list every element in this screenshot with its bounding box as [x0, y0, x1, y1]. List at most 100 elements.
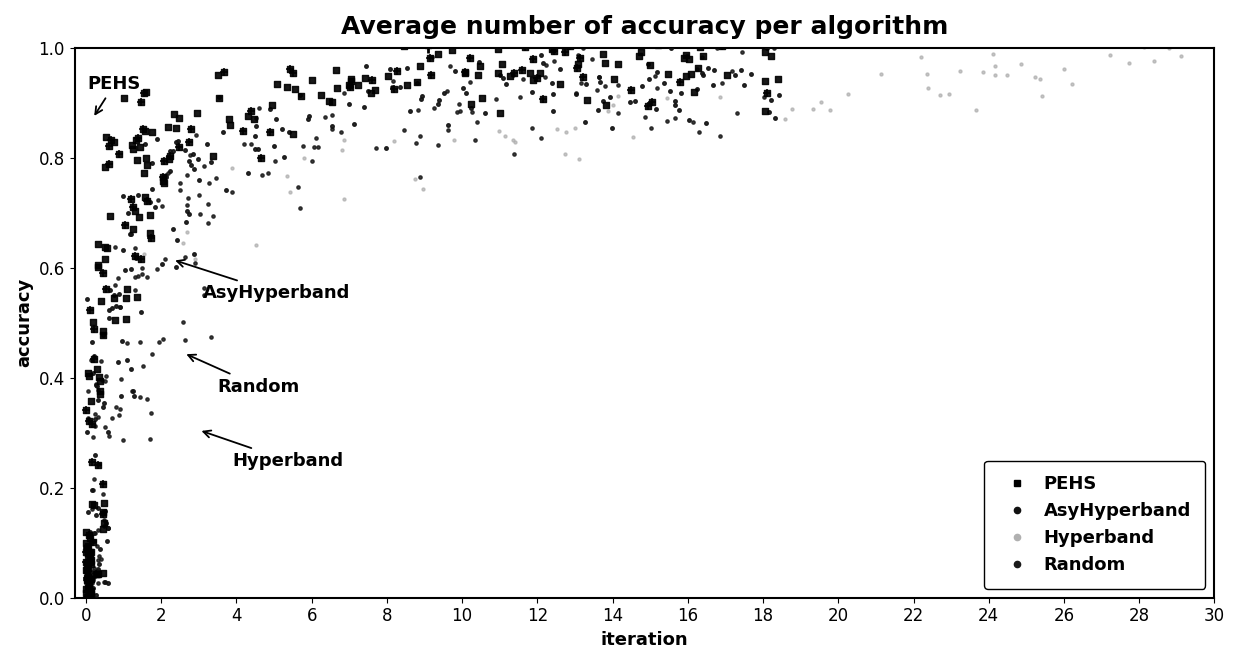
Hyperband	[918, 69, 937, 80]
PEHS	[707, 32, 727, 42]
PEHS	[676, 71, 696, 82]
AsyHyperband	[181, 159, 201, 170]
PEHS	[141, 233, 161, 244]
PEHS	[115, 220, 135, 231]
Point	[739, 32, 759, 42]
Point	[83, 457, 103, 467]
Random	[190, 208, 210, 219]
AsyHyperband	[259, 104, 279, 115]
Random	[129, 271, 149, 282]
PEHS	[461, 98, 481, 109]
Hyperband	[246, 239, 265, 250]
PEHS	[79, 554, 99, 564]
Point	[79, 586, 99, 596]
Random	[308, 141, 327, 152]
PEHS	[84, 323, 104, 334]
Point	[122, 194, 141, 205]
AsyHyperband	[475, 108, 495, 118]
Random	[198, 218, 218, 228]
PEHS	[420, 70, 440, 80]
PEHS	[128, 155, 148, 165]
Random	[81, 556, 100, 567]
AsyHyperband	[166, 262, 186, 272]
Random	[186, 129, 206, 140]
Random	[727, 108, 746, 118]
PEHS	[341, 75, 361, 86]
PEHS	[122, 194, 141, 205]
AsyHyperband	[78, 566, 98, 577]
Point	[78, 572, 98, 582]
PEHS	[283, 129, 303, 139]
AsyHyperband	[247, 120, 267, 131]
AsyHyperband	[93, 329, 113, 340]
PEHS	[765, 38, 785, 48]
AsyHyperband	[453, 83, 472, 94]
Random	[81, 582, 100, 592]
Hyperband	[1061, 79, 1081, 90]
PEHS	[527, 72, 547, 83]
Point	[233, 126, 253, 137]
Point	[460, 53, 480, 64]
Point	[533, 93, 553, 104]
Hyperband	[1011, 58, 1030, 69]
Hyperband	[1172, 51, 1192, 62]
PEHS	[134, 167, 154, 178]
PEHS	[79, 578, 99, 589]
Point	[641, 96, 661, 107]
Hyperband	[986, 60, 1006, 71]
PEHS	[76, 537, 95, 548]
Point	[141, 233, 161, 244]
Random	[242, 139, 262, 149]
PEHS	[88, 262, 108, 272]
PEHS	[609, 58, 629, 69]
PEHS	[93, 507, 113, 517]
AsyHyperband	[600, 92, 620, 102]
AsyHyperband	[77, 570, 97, 581]
AsyHyperband	[217, 185, 237, 196]
Random	[133, 360, 153, 371]
Point	[83, 537, 103, 547]
Point	[115, 220, 135, 231]
PEHS	[76, 405, 95, 416]
AsyHyperband	[543, 89, 563, 100]
PEHS	[301, 74, 321, 85]
AsyHyperband	[153, 259, 172, 270]
Random	[82, 503, 102, 514]
Point	[527, 72, 547, 83]
Point	[77, 557, 97, 568]
Random	[81, 586, 100, 597]
Random	[140, 408, 160, 418]
Random	[88, 525, 108, 535]
AsyHyperband	[279, 127, 299, 137]
AsyHyperband	[322, 120, 342, 131]
Point	[516, 41, 536, 52]
Random	[118, 337, 138, 348]
AsyHyperband	[79, 567, 99, 578]
Hyperband	[177, 226, 197, 237]
Random	[107, 402, 126, 412]
Text: PEHS: PEHS	[88, 75, 141, 114]
Random	[712, 77, 732, 88]
Point	[215, 67, 234, 78]
PEHS	[88, 568, 108, 579]
Random	[82, 558, 102, 568]
AsyHyperband	[120, 364, 140, 374]
Random	[460, 76, 480, 87]
Point	[250, 153, 270, 163]
Random	[77, 578, 97, 588]
PEHS	[683, 32, 703, 42]
PEHS	[104, 293, 124, 304]
Random	[89, 459, 109, 469]
PEHS	[88, 239, 108, 250]
Random	[76, 567, 95, 578]
AsyHyperband	[88, 564, 108, 574]
Random	[293, 141, 312, 151]
AsyHyperband	[356, 60, 376, 71]
AsyHyperband	[668, 105, 688, 116]
Random	[150, 337, 170, 347]
PEHS	[79, 554, 99, 564]
AsyHyperband	[175, 145, 195, 155]
PEHS	[93, 330, 113, 341]
AsyHyperband	[78, 577, 98, 588]
PEHS	[95, 162, 115, 173]
